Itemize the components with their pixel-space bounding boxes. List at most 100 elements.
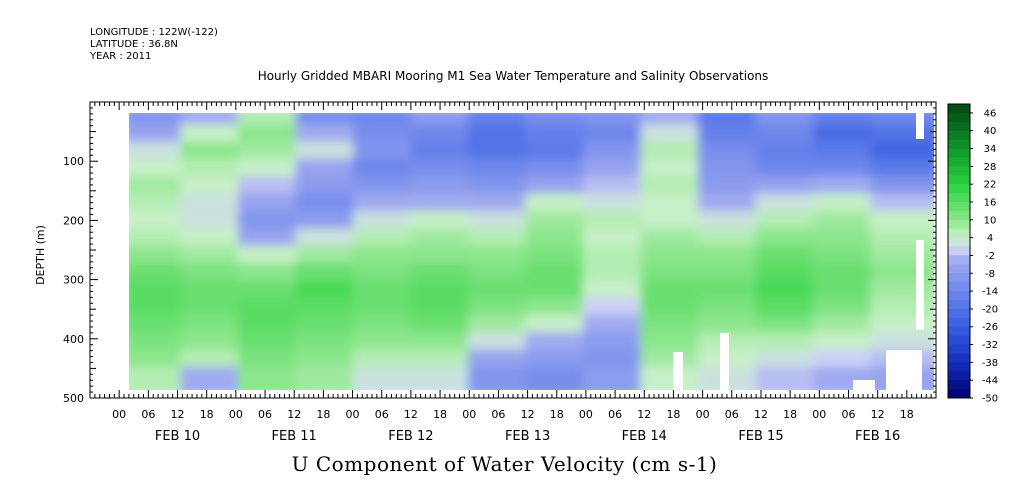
missing-data-gap — [673, 352, 683, 390]
heatmap-cell — [238, 366, 308, 390]
colorbar-label: 16 — [984, 198, 997, 209]
colorbar-swatch — [948, 210, 970, 221]
colorbar-swatch — [948, 228, 970, 239]
y-tick-label: 300 — [63, 274, 84, 287]
x-day-label: FEB 13 — [505, 429, 550, 444]
colorbar-swatch — [948, 353, 970, 363]
colorbar-swatch — [948, 335, 970, 346]
x-tick-label: 18 — [316, 408, 330, 421]
heatmap-field — [129, 113, 934, 390]
x-tick-label: 12 — [521, 408, 535, 421]
x-tick-label: 00 — [462, 408, 476, 421]
colorbar-label: -38 — [982, 358, 998, 369]
colorbar-swatch — [948, 264, 970, 274]
x-tick-label: 00 — [579, 408, 593, 421]
colorbar-label: -20 — [982, 304, 998, 315]
x-tick-label: 06 — [258, 408, 272, 421]
colorbar-label: -2 — [985, 251, 995, 262]
y-tick-label: 200 — [63, 214, 84, 227]
colorbar-label: 4 — [987, 233, 993, 244]
colorbar-label: -26 — [982, 322, 998, 333]
colorbar-label: -32 — [982, 340, 998, 351]
colorbar-swatch — [948, 112, 970, 123]
chart-title: Hourly Gridded MBARI Mooring M1 Sea Wate… — [257, 69, 769, 83]
heatmap-cell — [583, 366, 653, 390]
colorbar-label: 22 — [984, 180, 997, 191]
missing-data-gap — [720, 333, 729, 390]
y-tick-label: 400 — [63, 333, 84, 346]
x-tick-label: 12 — [171, 408, 185, 421]
colorbar-label: -50 — [982, 394, 998, 405]
colorbar-swatch — [948, 326, 970, 337]
colorbar-label: 46 — [984, 108, 997, 119]
colorbar-swatch — [948, 246, 970, 256]
colorbar-frame — [947, 103, 971, 399]
heatmap-cell — [525, 366, 595, 390]
colorbar-swatch — [948, 380, 970, 390]
x-tick-label: 12 — [287, 408, 301, 421]
colorbar-swatch — [948, 308, 970, 319]
x-tick-label: 00 — [346, 408, 360, 421]
x-day-label: FEB 16 — [855, 429, 900, 444]
y-axis-label: DEPTH (m) — [34, 225, 47, 285]
missing-data-gap — [886, 350, 922, 390]
colorbar-label: 40 — [984, 126, 997, 137]
heatmap-cells — [129, 113, 934, 390]
colorbar-label: -8 — [985, 269, 995, 280]
colorbar-label: 10 — [984, 215, 997, 226]
heatmap-cell — [295, 366, 365, 390]
x-tick-label: 18 — [783, 408, 797, 421]
x-tick-label: 18 — [200, 408, 214, 421]
plot-axes: 00 06 12 18 00 06 12 18 00 06 12 18 00 06 12 18 00 06 12 18… — [63, 101, 937, 444]
x-tick-label: 00 — [112, 408, 126, 421]
colorbar-label: -44 — [982, 376, 998, 387]
colorbar-swatch — [948, 362, 970, 372]
colorbar-swatch — [948, 184, 970, 194]
colorbar-swatch — [948, 130, 970, 141]
x-day-label: FEB 15 — [738, 429, 783, 444]
colorbar-swatch — [948, 202, 970, 212]
year-label: YEAR : 2011 — [90, 51, 152, 62]
missing-data-gap — [916, 240, 924, 330]
heatmap-cell — [410, 366, 480, 390]
missing-data-gap — [853, 380, 875, 390]
x-day-label: FEB 11 — [272, 429, 317, 444]
colorbar-swatch — [948, 389, 970, 399]
longitude-label: LONGITUDE : 122W(-122) — [90, 27, 218, 38]
x-tick-label: 06 — [608, 408, 622, 421]
x-day-label: FEB 14 — [622, 429, 667, 444]
colorbar-swatch — [948, 157, 970, 167]
x-tick-label: 18 — [900, 408, 914, 421]
x-tick-label: 00 — [812, 408, 826, 421]
x-tick-label: 06 — [141, 408, 155, 421]
colorbar-label: 28 — [984, 162, 997, 173]
y-tick-label: 500 — [63, 392, 84, 405]
colorbar: 46 40 34 28 22 16 10 4 -2 -8 -14 -20 -26 -32 -38 -44 -50 — [947, 103, 998, 405]
colorbar-swatch — [948, 273, 970, 283]
colorbar-swatch — [948, 104, 970, 114]
colorbar-swatch — [948, 148, 970, 158]
x-tick-label: 00 — [696, 408, 710, 421]
y-tick-label: 100 — [63, 155, 84, 168]
colorbar-swatch — [948, 121, 970, 132]
colorbar-swatch — [948, 291, 970, 301]
x-tick-label: 18 — [550, 408, 564, 421]
colorbar-swatch — [948, 237, 970, 248]
colorbar-swatch — [948, 139, 970, 150]
colorbar-swatch — [948, 219, 970, 230]
heatmap-cell — [698, 366, 768, 390]
x-tick-label: 18 — [433, 408, 447, 421]
colorbar-swatch — [948, 175, 970, 185]
missing-data-gap — [916, 113, 924, 139]
x-tick-label: 06 — [841, 408, 855, 421]
heatmap-cell — [353, 366, 423, 390]
colorbar-swatch — [948, 317, 970, 328]
x-tick-label: 12 — [404, 408, 418, 421]
x-day-label: FEB 10 — [155, 429, 200, 444]
x-tick-label: 06 — [725, 408, 739, 421]
colorbar-swatch — [948, 300, 970, 310]
colorbar-swatch — [948, 166, 970, 176]
x-tick-label: 00 — [229, 408, 243, 421]
colorbar-label: -14 — [982, 287, 998, 298]
